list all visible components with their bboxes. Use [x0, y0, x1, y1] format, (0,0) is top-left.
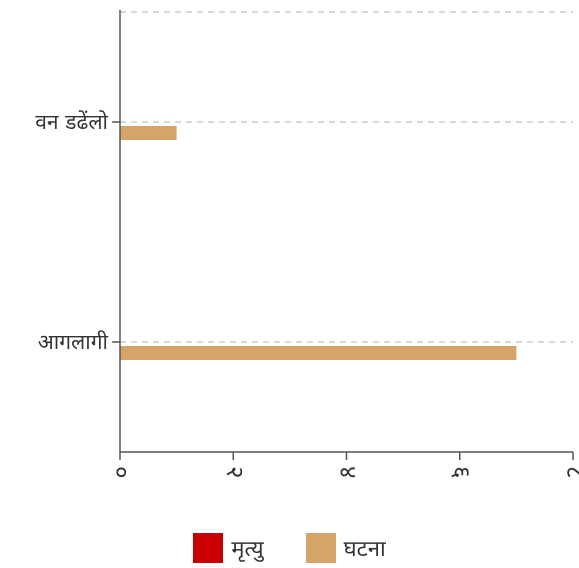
legend-swatch	[305, 533, 336, 563]
x-tick-label: ६	[447, 466, 475, 478]
legend-item: मृत्यु	[193, 533, 264, 563]
legend-label: मृत्यु	[231, 537, 264, 562]
bar-ghatana	[120, 346, 517, 360]
x-tick-label: ०	[108, 466, 136, 478]
x-tick-label: ४	[334, 466, 362, 478]
legend-swatch	[193, 533, 224, 563]
y-tick-label: वन डढेंलो	[35, 110, 108, 134]
bar-ghatana	[120, 126, 177, 140]
legend-item: घटना	[305, 533, 386, 563]
legend-label: घटना	[343, 537, 386, 562]
x-tick-label: २	[221, 466, 249, 478]
y-tick-label: आगलागी	[38, 330, 109, 354]
legend: मृत्यु घटना	[0, 533, 579, 563]
x-tick-label: ८	[561, 466, 579, 478]
